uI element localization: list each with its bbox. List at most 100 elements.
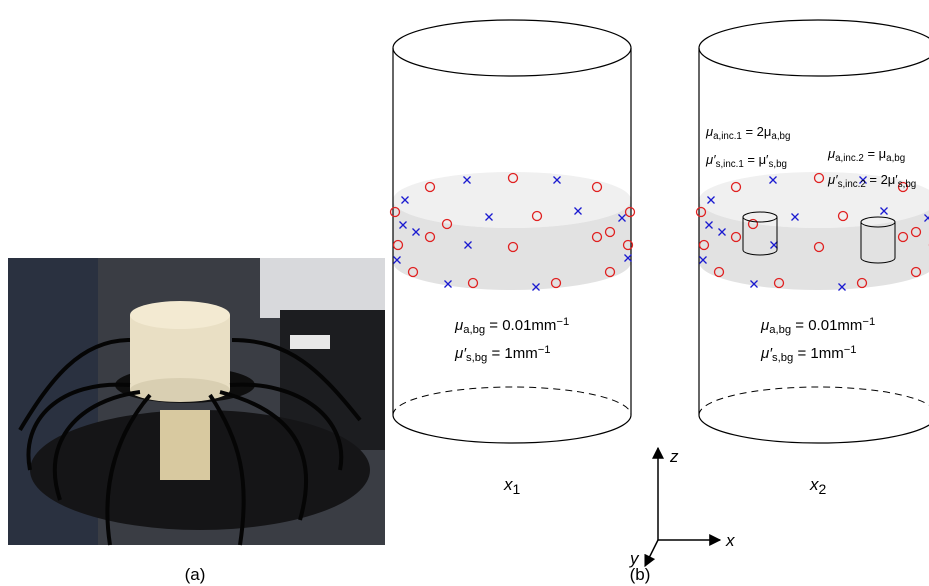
- detector: [718, 228, 726, 236]
- source: [713, 266, 725, 278]
- detector: [699, 256, 707, 264]
- source: [507, 172, 519, 184]
- photo: [8, 258, 385, 546]
- formula-part: s,inc.1: [716, 159, 744, 170]
- index: 2: [819, 481, 827, 497]
- source: [392, 239, 404, 251]
- source: [604, 266, 616, 278]
- formula-part: −1: [538, 344, 551, 356]
- inclusion: [742, 217, 778, 256]
- cylinder-name: x1: [503, 475, 521, 497]
- detector: [399, 221, 407, 229]
- formula: μa,bg = 0.01mm−1: [454, 316, 569, 336]
- formula: μ′s,inc.2 = 2μ′s,bg: [827, 172, 916, 190]
- cylinder-top: [698, 19, 929, 77]
- detector: [574, 207, 582, 215]
- source: [604, 226, 616, 238]
- formula: μ′s,bg = 1mm−1: [760, 344, 857, 364]
- cylinder-bottom: [392, 414, 632, 444]
- source: [467, 277, 479, 289]
- panel-label: (a): [185, 565, 206, 584]
- band: [699, 200, 929, 290]
- formula-part: a,inc.1: [713, 131, 742, 142]
- source: [591, 181, 603, 193]
- inclusion: [860, 222, 896, 264]
- name: x: [809, 475, 819, 494]
- detector: [553, 176, 561, 184]
- detector: [401, 196, 409, 204]
- detector: [750, 280, 758, 288]
- detector: [532, 283, 540, 291]
- formula: μa,inc.2 = μa,bg: [827, 146, 905, 164]
- formula-part: μ′: [760, 345, 773, 362]
- band-top: [699, 172, 929, 228]
- detector: [463, 176, 471, 184]
- detector: [464, 241, 472, 249]
- formula-part: a,bg: [886, 153, 905, 164]
- formula-part: a,bg: [771, 131, 790, 142]
- formula-part: −1: [862, 316, 875, 328]
- formula: μa,inc.1 = 2μa,bg: [705, 124, 790, 142]
- detector: [412, 228, 420, 236]
- detector: [880, 207, 888, 215]
- detector: [618, 214, 626, 222]
- source: [622, 239, 634, 251]
- formula-part: s,bg: [898, 179, 916, 190]
- band: [393, 200, 631, 290]
- source: [910, 226, 922, 238]
- source: [730, 231, 742, 243]
- inclusion-top: [860, 216, 896, 228]
- source: [695, 206, 707, 218]
- formula-part: μ: [827, 146, 835, 161]
- detector: [705, 221, 713, 229]
- formula-part: μ: [760, 317, 769, 334]
- formula-part: = 0.01mm: [791, 317, 862, 334]
- detector: [485, 213, 493, 221]
- formula-part: = μ: [864, 146, 886, 161]
- axis-label: z: [669, 447, 679, 466]
- formula-part: s,bg: [772, 352, 793, 364]
- cylinder-back: [698, 386, 929, 416]
- source: [910, 266, 922, 278]
- cylinder-top: [392, 19, 632, 77]
- formula-part: = 1mm: [793, 345, 843, 362]
- source: [773, 277, 785, 289]
- index: 1: [513, 481, 521, 497]
- formula-part: a,bg: [769, 324, 791, 336]
- axis-label: x: [725, 531, 735, 550]
- formula-part: = 2μ: [742, 124, 772, 139]
- source: [441, 218, 453, 230]
- detector: [770, 241, 778, 249]
- source: [507, 241, 519, 253]
- name: x: [503, 475, 513, 494]
- source: [856, 277, 868, 289]
- formula-part: μ′: [705, 152, 716, 167]
- formula-part: μ: [705, 124, 713, 139]
- source: [591, 231, 603, 243]
- source: [424, 181, 436, 193]
- formula-part: a,bg: [463, 324, 485, 336]
- formula-part: −1: [556, 316, 569, 328]
- source: [531, 210, 543, 222]
- cylinder-bottom: [698, 414, 929, 444]
- source: [407, 266, 419, 278]
- formula-part: s,inc.2: [838, 179, 866, 190]
- panel-label: (b): [630, 565, 651, 584]
- formula-part: μ′: [827, 172, 838, 187]
- cylinder-name: x2: [809, 475, 827, 497]
- source: [747, 218, 759, 230]
- detector: [924, 214, 929, 222]
- formula-part: = 0.01mm: [485, 317, 556, 334]
- detector: [769, 176, 777, 184]
- source: [837, 210, 849, 222]
- formula-part: s,bg: [466, 352, 487, 364]
- formula-part: μ: [454, 317, 463, 334]
- detector: [707, 196, 715, 204]
- detector: [859, 176, 867, 184]
- axis-label: y: [629, 549, 640, 568]
- detector: [791, 213, 799, 221]
- band-top: [393, 172, 631, 228]
- source: [730, 181, 742, 193]
- formula-part: −1: [844, 344, 857, 356]
- source: [550, 277, 562, 289]
